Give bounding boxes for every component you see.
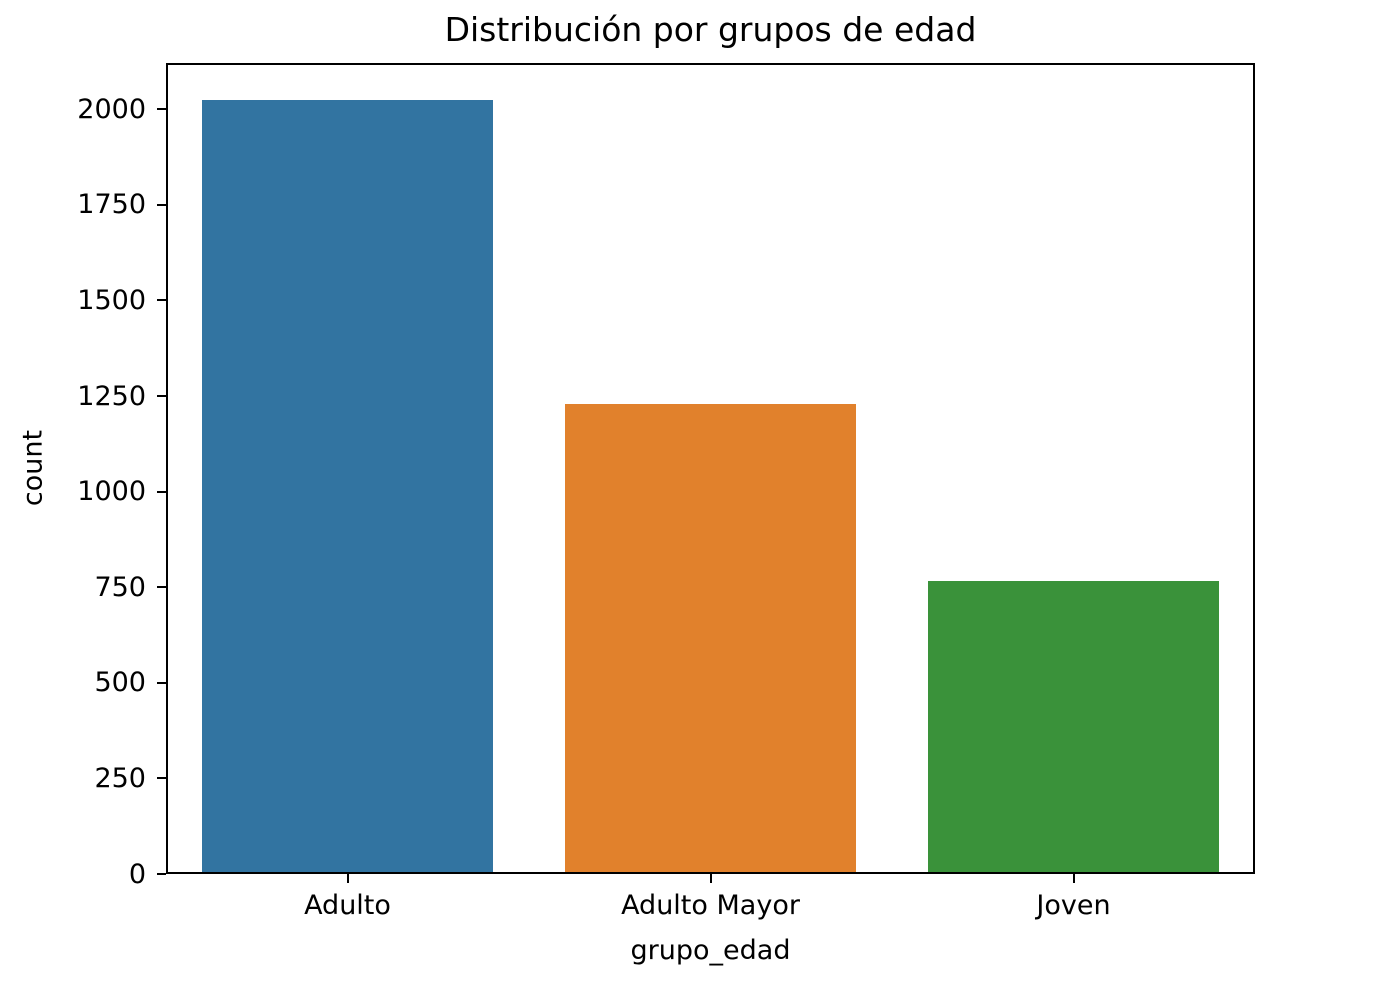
x-tick-label-adulto-mayor: Adulto Mayor <box>621 890 800 921</box>
y-tick-label-750: 750 <box>94 571 146 603</box>
y-tick-label-250: 250 <box>94 762 146 794</box>
y-tick-label-500: 500 <box>94 667 146 699</box>
y-tick-mark <box>157 777 166 780</box>
y-tick-label-0: 0 <box>128 858 146 890</box>
y-tick-mark <box>157 299 166 302</box>
bar-adulto-mayor <box>565 403 856 872</box>
y-tick-mark <box>157 108 166 111</box>
y-tick-label-2000: 2000 <box>77 93 146 125</box>
y-tick-label-1250: 1250 <box>77 380 146 412</box>
x-tick-mark <box>1072 874 1075 883</box>
chart-title: Distribución por grupos de edad <box>444 10 977 49</box>
bar-adulto <box>202 99 493 872</box>
bar-joven <box>928 580 1219 872</box>
x-tick-label-joven: Joven <box>1036 890 1111 921</box>
y-tick-label-1750: 1750 <box>77 189 146 221</box>
plot-area <box>166 63 1255 874</box>
x-tick-mark <box>709 874 712 883</box>
y-tick-mark <box>157 873 166 875</box>
y-tick-label-1000: 1000 <box>77 476 146 508</box>
y-tick-mark <box>157 681 166 684</box>
y-tick-mark <box>157 490 166 493</box>
y-tick-label-1500: 1500 <box>77 284 146 316</box>
y-tick-mark <box>157 203 166 206</box>
y-tick-mark <box>157 586 166 589</box>
x-tick-label-adulto: Adulto <box>304 890 391 921</box>
y-tick-mark <box>157 395 166 398</box>
x-tick-mark <box>346 874 349 883</box>
x-axis-label: grupo_edad <box>630 935 791 966</box>
